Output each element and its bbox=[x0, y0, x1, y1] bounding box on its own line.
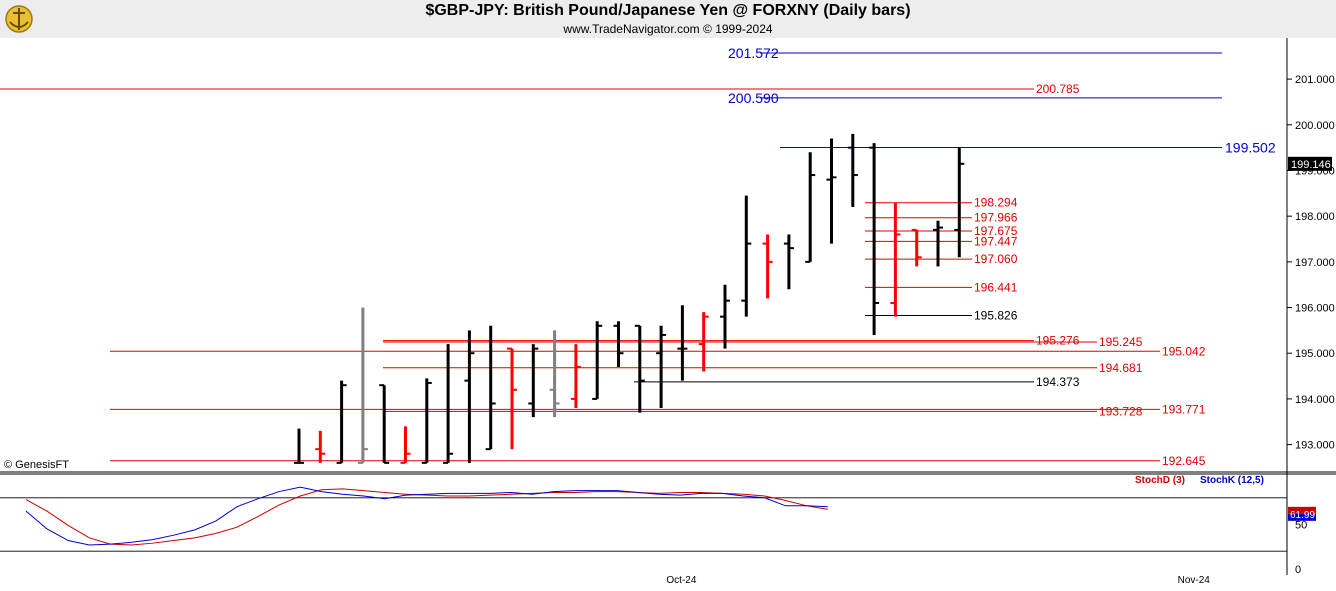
stoch-d-line bbox=[25, 488, 828, 546]
price-bars bbox=[294, 133, 965, 464]
stoch-tick-label: 0 bbox=[1295, 564, 1301, 576]
ohlc-bar bbox=[634, 324, 645, 413]
ohlc-bar bbox=[911, 228, 922, 267]
ohlc-bar bbox=[933, 220, 943, 267]
ohlc-bar bbox=[592, 321, 603, 400]
level-label: 199.502 bbox=[1225, 140, 1276, 156]
level-label: 197.060 bbox=[974, 252, 1018, 266]
ohlc-bar bbox=[507, 347, 517, 450]
ohlc-bar bbox=[336, 380, 347, 464]
level-label: 197.675 bbox=[974, 224, 1018, 238]
ohlc-bar bbox=[570, 344, 581, 409]
level-label: 196.441 bbox=[974, 280, 1018, 294]
y-tick-label: 201.000 bbox=[1295, 74, 1335, 86]
stoch-k-line bbox=[25, 486, 828, 546]
level-label: 195.245 bbox=[1099, 335, 1143, 349]
ohlc-bar bbox=[677, 305, 688, 381]
ohlc-bar bbox=[762, 234, 773, 299]
ohlc-bar bbox=[357, 307, 368, 464]
stoch-tick-label: 50 bbox=[1295, 520, 1307, 532]
level-label: 193.728 bbox=[1099, 404, 1143, 418]
legend-stoch-k: StochK (12,5) bbox=[1200, 475, 1264, 486]
level-label: 195.276 bbox=[1036, 334, 1080, 348]
chart-header: $GBP-JPY: British Pound/Japanese Yen @ F… bbox=[0, 0, 1336, 38]
x-tick-label: Nov-24 bbox=[1178, 575, 1211, 586]
level-label: 198.294 bbox=[974, 196, 1018, 210]
stoch-last-badge bbox=[1288, 506, 1316, 514]
level-label: 197.447 bbox=[974, 234, 1018, 248]
x-tick-label: Oct-24 bbox=[666, 575, 696, 586]
ohlc-bar bbox=[421, 378, 432, 464]
ohlc-bar bbox=[890, 202, 901, 317]
chart-title: $GBP-JPY: British Pound/Japanese Yen @ F… bbox=[425, 2, 911, 19]
ohlc-bar bbox=[869, 143, 880, 335]
ohlc-bar bbox=[528, 344, 539, 418]
level-label: 201.572 bbox=[728, 45, 779, 61]
ohlc-bar bbox=[549, 330, 560, 418]
stoch-last-label: 61.99 bbox=[1290, 510, 1315, 521]
level-label: 195.042 bbox=[1162, 344, 1206, 358]
y-tick-label: 194.000 bbox=[1295, 394, 1335, 406]
ohlc-bar bbox=[698, 312, 709, 372]
chart-subtitle: www.TradeNavigator.com © 1999-2024 bbox=[563, 22, 773, 36]
level-label: 194.681 bbox=[1099, 361, 1143, 375]
ohlc-bar bbox=[613, 321, 624, 367]
ohlc-bar bbox=[720, 284, 730, 349]
level-label: 200.785 bbox=[1036, 82, 1080, 96]
level-label: 193.771 bbox=[1162, 402, 1206, 416]
level-label: 195.826 bbox=[974, 308, 1018, 322]
level-label: 192.645 bbox=[1162, 454, 1206, 468]
ohlc-bar bbox=[783, 234, 794, 290]
level-label: 200.590 bbox=[728, 90, 779, 106]
last-price-label: 199.146 bbox=[1291, 159, 1331, 171]
last-price-badge bbox=[1288, 156, 1332, 171]
stoch-last-badge bbox=[1288, 513, 1316, 521]
ohlc-bar bbox=[485, 325, 496, 451]
y-tick-label: 200.000 bbox=[1295, 120, 1335, 132]
stochastic-panel: 50 0 StochD (3) StochK (12,5) 61.99 bbox=[0, 475, 1316, 576]
y-tick-label: 195.000 bbox=[1295, 348, 1335, 360]
y-tick-label: 198.000 bbox=[1295, 211, 1335, 223]
ohlc-bar bbox=[443, 344, 454, 464]
level-label: 194.373 bbox=[1036, 375, 1080, 389]
ohlc-bar bbox=[315, 430, 326, 463]
ohlc-bar bbox=[954, 147, 965, 258]
ohlc-bar bbox=[400, 426, 411, 464]
ohlc-bar bbox=[656, 325, 667, 409]
legend-stoch-d: StochD (3) bbox=[1135, 475, 1185, 486]
ohlc-bar bbox=[826, 138, 837, 244]
ohlc-bar bbox=[847, 133, 858, 208]
ohlc-bar bbox=[805, 152, 816, 263]
level-label: 197.966 bbox=[974, 211, 1018, 225]
watermark: © GenesisFT bbox=[4, 459, 69, 471]
ohlc-bar bbox=[294, 428, 304, 464]
ohlc-bar bbox=[741, 195, 752, 317]
ohlc-bar bbox=[464, 330, 475, 463]
price-axis: 193.000 194.000 195.000 196.000 197.000 198.0… bbox=[666, 74, 1334, 586]
y-tick-label: 197.000 bbox=[1295, 257, 1335, 269]
y-tick-label: 196.000 bbox=[1295, 303, 1335, 315]
ohlc-bar bbox=[379, 384, 390, 464]
support-resistance-levels: 201.572 200.785 200.590 199.502 198.294197.9… bbox=[0, 45, 1276, 468]
y-tick-label: 193.000 bbox=[1295, 440, 1335, 452]
trade-navigator-logo-icon bbox=[4, 4, 34, 39]
